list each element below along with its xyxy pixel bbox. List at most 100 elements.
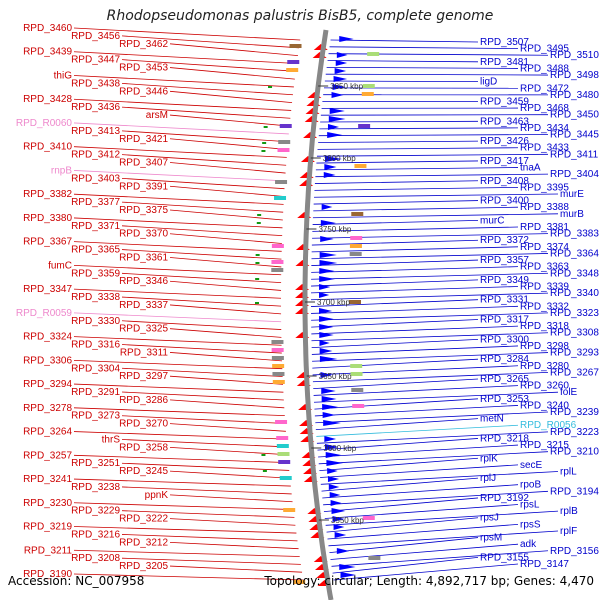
left-connector [121,201,284,213]
reverse-gene-arrow [333,76,348,82]
right-connector [328,530,559,547]
reverse-gene-arrow [321,388,336,394]
right-connector [316,424,519,437]
left-gene-label: RPD_3278 [23,403,72,414]
reverse-gene-arrow [319,284,331,290]
right-gene-label: RPD_3308 [550,328,599,339]
right-connector [326,66,519,69]
left-connector [121,510,295,518]
left-connector [73,431,287,440]
right-gene-label: RPD_3298 [520,341,569,352]
left-connector [73,336,282,346]
right-gene-label: murB [560,209,584,220]
kbp-ticks: 3850 kbp 3800 kbp 3750 kbp 3700 kbp 3650 kbp… [305,82,364,525]
left-gene-label: RPD_3413 [71,126,120,137]
right-gene-label: RPD_3433 [520,143,569,154]
right-gene-label: RPD_3472 [520,83,569,94]
feature-block [350,364,363,368]
right-gene-label: RPD_3445 [550,130,599,141]
small-marker [261,454,266,456]
left-gene-label: RPD_3251 [71,458,120,469]
reverse-gene-arrow [327,132,343,138]
left-connector [169,90,293,104]
left-gene-label: RPD_3297 [119,371,168,382]
right-connector [328,53,549,56]
left-gene-label: RPD_3208 [71,553,120,564]
left-connector [169,114,290,127]
left-connector [73,264,282,276]
tick-label: 3850 kbp [330,82,363,91]
small-marker [262,142,267,144]
reverse-gene-arrow [325,156,342,162]
right-gene-label: rpsM [480,533,502,544]
right-gene-label: secE [520,460,543,471]
reverse-gene-arrow [334,532,347,538]
feature-block [276,444,289,448]
right-gene-label: adk [520,539,537,550]
right-gene-label: RPD_3426 [480,136,529,147]
right-connector [330,39,479,43]
feature-block [278,140,291,144]
left-gene-label: RPD_3291 [71,387,120,398]
reverse-gene-arrow [335,60,348,66]
right-connector [321,477,479,492]
left-gene-label: RPD_3238 [71,482,120,493]
genome-backbone [302,29,334,600]
left-gene-label: RPD_3306 [23,355,72,366]
feature-block [352,404,365,408]
right-gene-label: RPD_3488 [520,63,569,74]
feature-block [349,300,361,304]
feature-block [349,244,362,248]
feature-block [271,356,284,360]
left-gene-label: RPD_3346 [119,276,168,287]
right-connector [318,134,549,137]
tick-label: 3600 kbp [323,444,356,453]
feature-block [287,60,300,64]
right-connector [312,365,519,376]
right-connector [318,444,519,458]
right-connector [319,457,479,472]
right-connector [311,272,549,280]
right-gene-label: RPD_3293 [550,348,599,359]
reverse-gene-arrow [327,468,338,474]
right-connector [315,173,549,178]
map-title: Rhodopseudomonas palustris BisB5, comple… [106,8,494,24]
right-gene-label: RPD_3411 [550,149,599,160]
left-connector [121,130,289,143]
right-gene-label: RPD_3339 [520,281,569,292]
reverse-gene-arrow [332,84,346,90]
right-connector [314,180,479,184]
right-gene-label: RPD_3498 [550,70,599,81]
small-marker [255,254,260,256]
right-gene-label: RPD_3267 [550,367,599,378]
right-connector [311,325,519,335]
right-gene-label: RPD_3507 [480,37,529,48]
small-marker [256,222,261,224]
left-gene-label: RPD_R0060 [16,118,73,129]
left-connector [73,573,304,581]
right-connector [319,127,519,130]
left-gene-label: RPD_3380 [23,213,72,224]
right-gene-label: RPD_3480 [550,90,599,101]
left-connector [169,470,291,479]
left-connector [169,233,282,244]
reverse-gene-arrow [319,316,334,322]
reverse-gene-arrow [330,500,342,506]
right-connector [333,563,519,581]
left-gene-label: RPD_3428 [23,94,72,105]
right-gene-label: rplL [560,466,577,477]
right-connector [312,371,549,383]
right-connector [311,319,479,328]
left-gene-label: thiG [54,70,73,81]
right-gene-label: RPD_3450 [550,110,599,121]
reverse-gene-arrow [322,412,336,418]
reverse-gene-arrow [329,108,345,114]
reverse-gene-arrow [319,324,334,330]
right-connector [320,464,519,478]
right-gene-label: RPD_3388 [520,202,569,213]
reverse-gene-arrow [336,52,348,58]
right-gene-label: RPD_3381 [520,222,569,233]
small-marker [257,214,262,216]
reverse-gene-arrow [340,572,357,578]
right-connector [313,385,519,396]
